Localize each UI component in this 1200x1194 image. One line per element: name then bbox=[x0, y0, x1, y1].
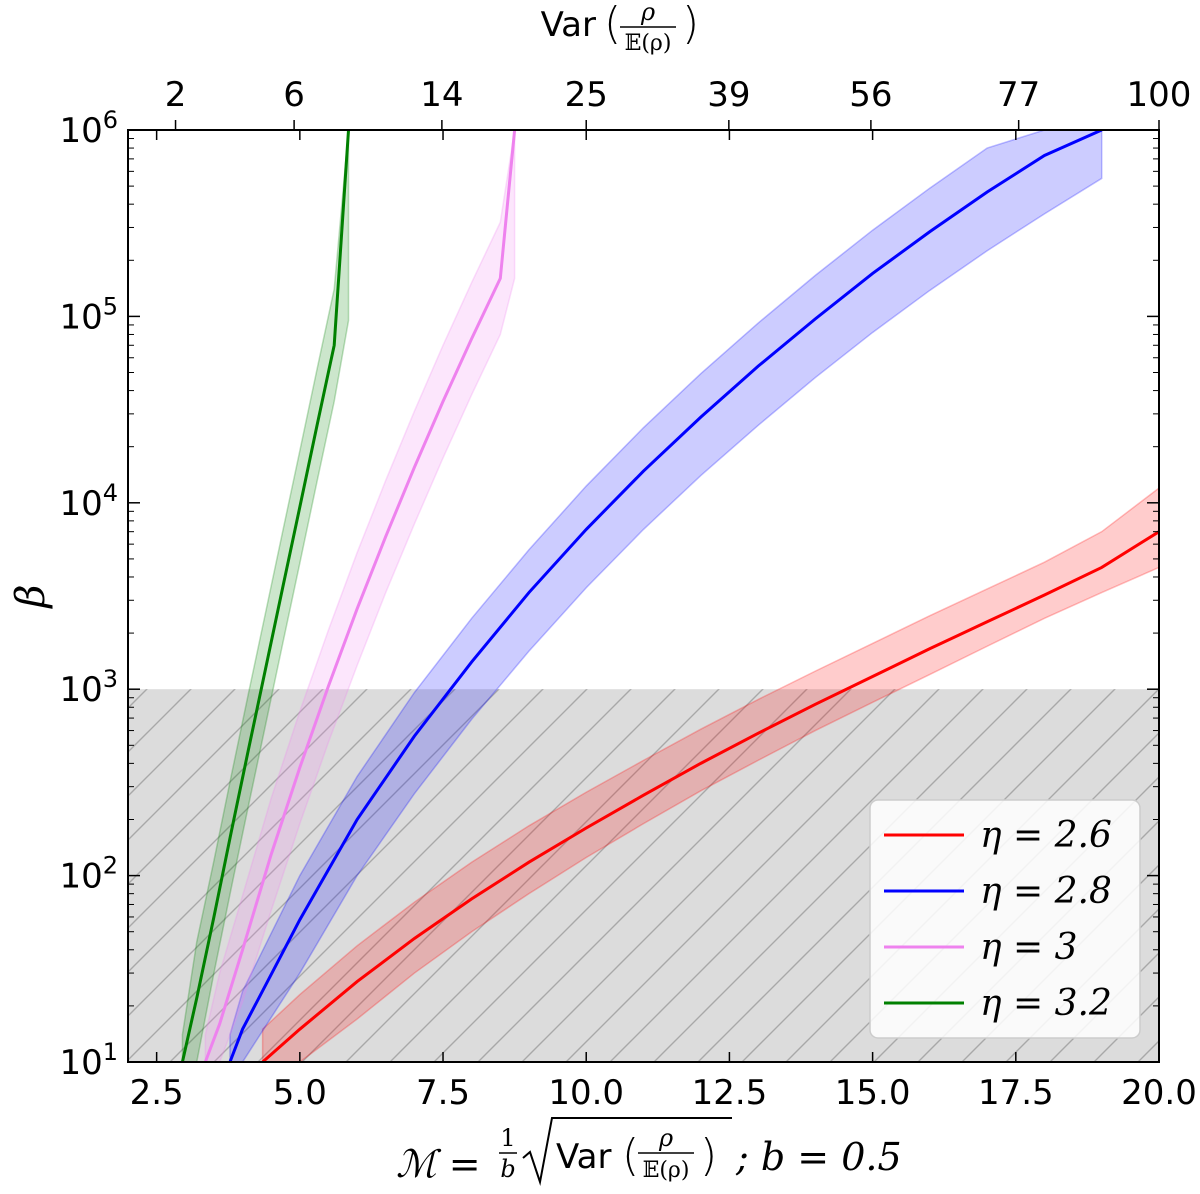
legend-label: η = 2.8 bbox=[980, 871, 1112, 912]
band-series-0 bbox=[261, 487, 1159, 1062]
y-tick-label: 104 bbox=[59, 479, 118, 524]
xlabel-frac-num: 1 bbox=[500, 1124, 515, 1152]
band-series-2 bbox=[204, 130, 516, 1062]
y-axis-label: β bbox=[8, 584, 54, 609]
band-series-1 bbox=[229, 130, 1103, 1062]
top-label-rho: ρ bbox=[640, 0, 655, 26]
legend: η = 2.6 η = 2.8 η = 3 η = 3.2 bbox=[869, 799, 1141, 1039]
top-tick-label: 56 bbox=[849, 75, 892, 115]
xlabel-var: Var bbox=[556, 1137, 611, 1177]
xlabel-suffix: ; b = 0.5 bbox=[735, 1135, 902, 1179]
line-series-1 bbox=[228, 130, 1103, 1062]
top-tick-label: 100 bbox=[1127, 75, 1192, 115]
top-tick-label: 14 bbox=[420, 75, 463, 115]
x-tick-label: 5.0 bbox=[273, 1073, 327, 1113]
x-tick-label: 20.0 bbox=[1121, 1073, 1197, 1113]
x-tick-label: 12.5 bbox=[692, 1073, 768, 1113]
top-axis-label: Var ( ρ 𝔼(ρ) ) bbox=[541, 0, 700, 56]
xlabel-expect: 𝔼(ρ) bbox=[643, 1158, 690, 1183]
x-axis-label: ℳ = 1 b Var ( ρ 𝔼(ρ) ) ; b = 0.5 bbox=[396, 1117, 902, 1186]
legend-label: η = 3.2 bbox=[980, 983, 1112, 1024]
legend-label: η = 3 bbox=[980, 927, 1078, 968]
xlabel-frac-den: b bbox=[500, 1155, 515, 1183]
y-tick-label: 105 bbox=[59, 292, 118, 337]
top-tick-label: 77 bbox=[997, 75, 1040, 115]
x-tick-label: 10.0 bbox=[548, 1073, 624, 1113]
top-tick-label: 39 bbox=[707, 75, 750, 115]
xlabel-paren-open: ( bbox=[622, 1130, 639, 1181]
top-label-paren-open: ( bbox=[604, 0, 621, 49]
line-series-2 bbox=[203, 130, 517, 1062]
x-tick-label: 2.5 bbox=[130, 1073, 184, 1113]
xlabel-paren-close: ) bbox=[700, 1130, 717, 1181]
bottom-x-axis: 2.5 5.0 7.5 10.0 12.5 15.0 17.5 20.0 bbox=[130, 130, 1197, 1113]
plot-frame bbox=[127, 129, 1160, 1063]
top-tick-label: 25 bbox=[565, 75, 608, 115]
x-tick-label: 7.5 bbox=[416, 1073, 470, 1113]
top-label-expect: 𝔼(ρ) bbox=[625, 31, 672, 56]
top-label-var: Var bbox=[541, 5, 596, 45]
legend-box bbox=[869, 799, 1141, 1039]
y-tick-label: 103 bbox=[59, 665, 118, 710]
y-tick-label: 101 bbox=[59, 1038, 118, 1083]
top-x-axis: 2 6 14 25 39 56 77 100 bbox=[165, 75, 1192, 130]
line-series-3 bbox=[180, 130, 351, 1062]
legend-label: η = 2.6 bbox=[980, 815, 1112, 856]
band-series-3 bbox=[181, 130, 350, 1062]
top-tick-label: 2 bbox=[165, 75, 187, 115]
y-tick-label: 106 bbox=[59, 106, 118, 151]
top-tick-label: 6 bbox=[283, 75, 305, 115]
y-axis: 101 102 103 104 105 106 bbox=[59, 106, 1159, 1083]
xlabel-prefix: ℳ = bbox=[396, 1142, 481, 1186]
y-tick-label: 102 bbox=[59, 852, 118, 897]
top-label-paren-close: ) bbox=[682, 0, 699, 49]
line-series-0 bbox=[261, 530, 1159, 1062]
xlabel-rho: ρ bbox=[658, 1124, 673, 1152]
x-tick-label: 17.5 bbox=[978, 1073, 1054, 1113]
x-tick-label: 15.0 bbox=[835, 1073, 911, 1113]
